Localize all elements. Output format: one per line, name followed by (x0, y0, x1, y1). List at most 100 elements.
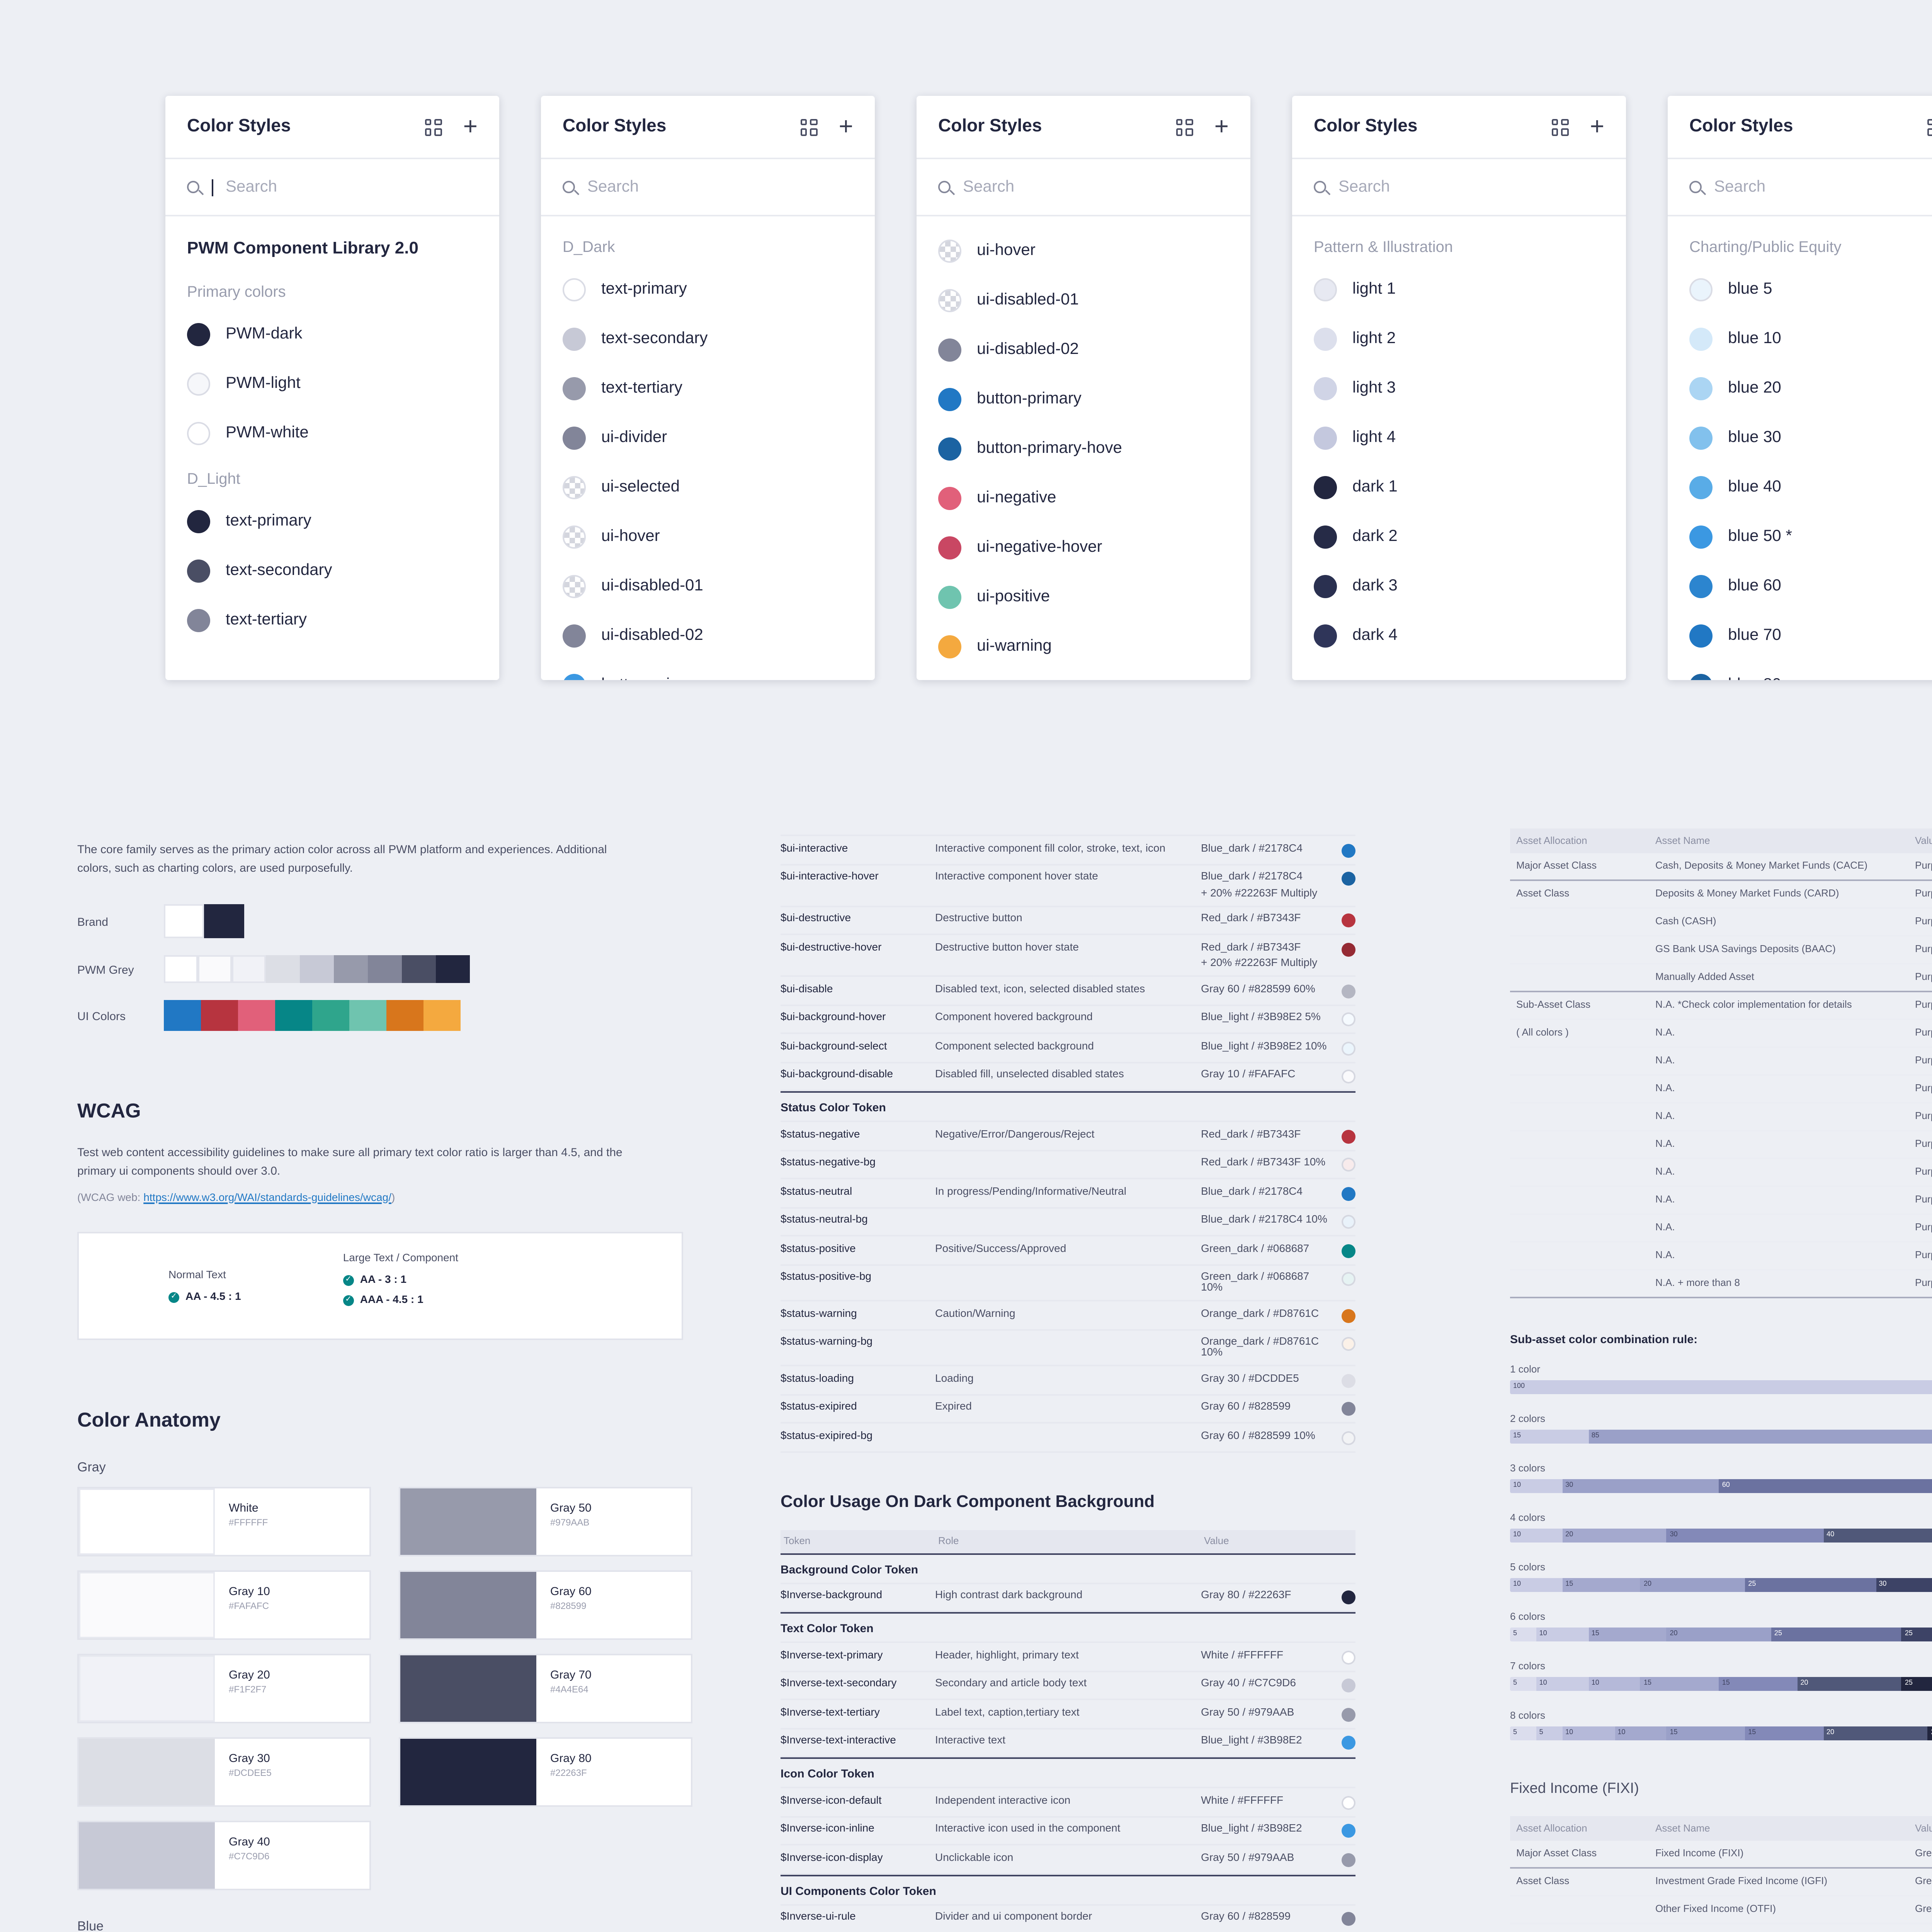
style-label: light 3 (1352, 379, 1396, 397)
grid-view-icon[interactable] (1551, 118, 1568, 135)
search-field[interactable]: Search (1292, 158, 1626, 216)
style-item[interactable]: ui-disabled-02 (541, 611, 875, 660)
token-name: $status-loading (781, 1373, 854, 1384)
combo-rule-title: Sub-asset color combination rule: (1510, 1332, 1698, 1346)
style-item[interactable]: text-secondary (541, 314, 875, 363)
style-item[interactable]: blue 20 (1668, 363, 1932, 413)
style-item[interactable]: ui-disabled-01 (541, 561, 875, 611)
style-item[interactable]: ui-divider (541, 413, 875, 462)
style-item[interactable]: ui-hover (541, 512, 875, 561)
grid-view-icon[interactable] (424, 118, 442, 135)
wcag-link[interactable]: https://www.w3.org/WAI/standards-guideli… (143, 1192, 391, 1203)
wcag-rule-text: AAA - 4.5 : 1 (360, 1294, 423, 1305)
token-name: $Inverse-text-interactive (781, 1736, 896, 1747)
color-block (400, 1571, 536, 1638)
fixi-title: Fixed Income (FIXI) (1510, 1781, 1639, 1798)
asset-row: N.A. Purple Grey 80 / #4D5479 (1510, 1215, 1932, 1243)
combo-segment: 5 (1510, 1628, 1536, 1641)
style-swatch (563, 327, 586, 350)
add-style-icon[interactable]: + (463, 114, 478, 140)
grid-view-icon[interactable] (1927, 118, 1932, 135)
style-item[interactable]: blue 10 (1668, 314, 1932, 363)
style-item[interactable]: light 1 (1292, 264, 1626, 314)
style-item[interactable]: blue 60 (1668, 561, 1932, 611)
style-item[interactable]: dark 3 (1292, 561, 1626, 611)
style-item[interactable]: ui-warning (917, 621, 1250, 671)
style-item[interactable]: ui-disabled-01 (917, 275, 1250, 325)
column-header: Value (1204, 1536, 1229, 1546)
grid-view-icon[interactable] (800, 118, 817, 135)
style-item[interactable]: text-tertiary (541, 363, 875, 413)
color-hex: #4A4E64 (550, 1685, 588, 1695)
search-field[interactable]: Search (541, 158, 875, 216)
style-item[interactable]: blue 40 (1668, 462, 1932, 512)
style-swatch (1689, 475, 1713, 498)
style-item[interactable]: text-tertiary (165, 595, 499, 645)
segment-percent: 15 (1513, 1430, 1521, 1438)
style-item[interactable]: light 4 (1292, 413, 1626, 462)
color-card: Gray 50 #979AAB (399, 1486, 692, 1556)
add-style-icon[interactable]: + (1590, 114, 1604, 140)
grid-view-icon[interactable] (1175, 118, 1193, 135)
text-cursor (212, 179, 213, 196)
add-style-icon[interactable]: + (838, 114, 853, 140)
style-item[interactable]: PWM-white (165, 408, 499, 457)
color-styles-panel: Color Styles + Search D_Dark text-primary tex… (541, 96, 875, 680)
style-item[interactable]: ui-positive (917, 572, 1250, 621)
style-item[interactable]: dark 4 (1292, 611, 1626, 660)
panel-header: Color Styles + (1292, 96, 1626, 158)
column-header: Role (938, 1536, 959, 1546)
asset-row: N.A. Purple Grey 60 / #8389B8 (1510, 1159, 1932, 1187)
style-item[interactable]: dark 2 (1292, 512, 1626, 561)
asset-name: Other Fixed Income (OTFI) (1655, 1904, 1776, 1915)
style-item[interactable]: blue 50 * (1668, 512, 1932, 561)
token-value: Blue_light / #3B98E2 (1201, 1736, 1331, 1747)
color-hex: #C7C9D6 (229, 1852, 270, 1862)
token-value: Green_dark / #068687 10% (1201, 1272, 1331, 1294)
style-item[interactable]: light 2 (1292, 314, 1626, 363)
style-item[interactable]: ui-negative-hover (917, 522, 1250, 572)
style-label: button-primary-hove (977, 439, 1122, 457)
style-item[interactable]: light 3 (1292, 363, 1626, 413)
style-item[interactable]: text-primary (541, 264, 875, 314)
style-item[interactable]: button-primary (917, 374, 1250, 423)
segment-percent: 10 (1539, 1678, 1547, 1685)
style-item[interactable]: ui-hover (917, 226, 1250, 275)
style-item[interactable]: PWM-dark (165, 309, 499, 359)
style-item[interactable]: ui-selected (541, 462, 875, 512)
style-label: ui-disabled-02 (601, 626, 703, 645)
style-item[interactable]: blue 5 (1668, 264, 1932, 314)
style-item[interactable]: button-primary (541, 660, 875, 680)
style-item[interactable]: ui-negative (917, 473, 1250, 522)
asset-row: N.A. + more than 8 Purple Grey 90 / #2226… (1510, 1270, 1932, 1297)
style-item[interactable]: blue 30 (1668, 413, 1932, 462)
token-name: $status-positive-bg (781, 1272, 872, 1283)
style-item[interactable]: text-secondary (165, 546, 499, 595)
wcag-link-prefix: (WCAG web: (77, 1192, 144, 1203)
segment-percent: 5 (1513, 1727, 1517, 1735)
color-name: Gray 10 (229, 1583, 270, 1597)
token-value: Gray 50 / #979AAB (1201, 1707, 1331, 1718)
search-field[interactable]: Search (165, 158, 499, 216)
style-item[interactable]: button-primary-hove (917, 423, 1250, 473)
add-style-icon[interactable]: + (1214, 114, 1229, 140)
color-dot (1342, 1129, 1355, 1143)
token-role: Interactive component hover state (935, 872, 1098, 883)
token-row: $ui-interactive Interactive component fil… (781, 836, 1355, 865)
style-label: ui-hover (977, 241, 1036, 260)
asset-allocation: Asset Class (1516, 1876, 1570, 1887)
style-item[interactable]: ui-disabled-02 (917, 325, 1250, 374)
combo-segment: 25 (1771, 1628, 1902, 1641)
style-item[interactable]: text-primary (165, 496, 499, 546)
combo-segment: 20 (1667, 1628, 1771, 1641)
style-label: blue 50 * (1728, 527, 1792, 546)
search-field[interactable]: Search (1668, 158, 1932, 216)
style-item[interactable]: PWM-light (165, 359, 499, 408)
token-name: $Inverse-text-secondary (781, 1679, 897, 1689)
style-item[interactable]: dark 1 (1292, 462, 1626, 512)
color-dot (1342, 1824, 1355, 1838)
search-field[interactable]: Search (917, 158, 1250, 216)
color-hex: #FAFAFC (229, 1602, 269, 1611)
style-item[interactable]: blue 70 (1668, 611, 1932, 660)
style-item[interactable]: blue 80 (1668, 660, 1932, 680)
